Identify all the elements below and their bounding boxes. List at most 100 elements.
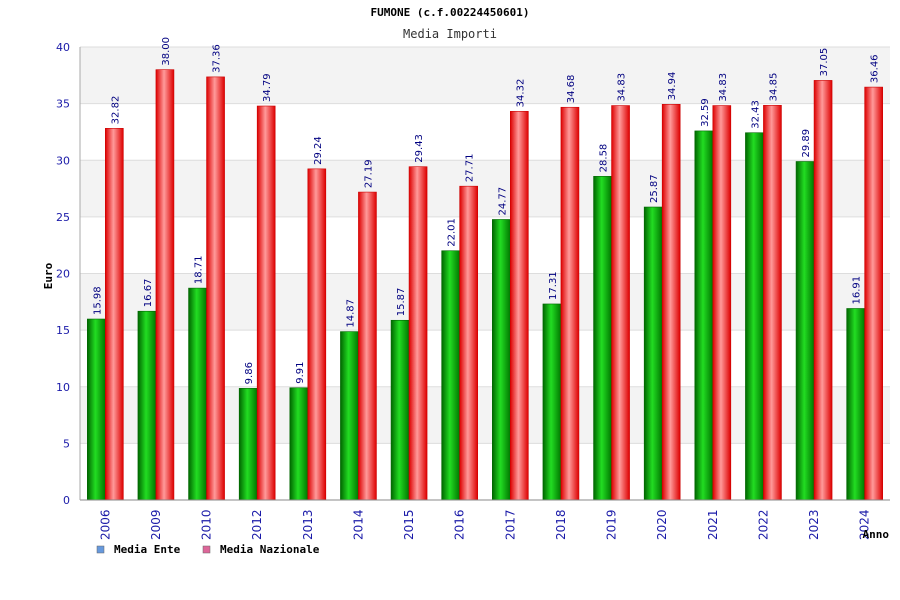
bar-media-nazionale bbox=[661, 104, 681, 501]
value-label: 34.85 bbox=[768, 73, 779, 102]
bar-media-ente bbox=[188, 287, 207, 501]
value-label: 16.67 bbox=[143, 279, 154, 308]
value-label: 14.87 bbox=[345, 299, 356, 328]
bar-media-ente bbox=[492, 219, 511, 501]
bar-media-ente bbox=[795, 161, 815, 501]
value-label: 15.98 bbox=[92, 286, 103, 315]
value-labels-group: 15.98 32.82 16.67 38.00 18.71 37.36 9.86 34.79 9… bbox=[92, 37, 880, 384]
value-label: 34.32 bbox=[515, 79, 526, 108]
y-tick-label: 0 bbox=[63, 494, 70, 507]
bar-media-ente bbox=[87, 318, 106, 501]
y-tick-label: 25 bbox=[56, 211, 70, 224]
x-tick-label: 2009 bbox=[149, 509, 163, 540]
bar-media-ente bbox=[441, 250, 460, 501]
bar-media-nazionale bbox=[408, 166, 428, 501]
value-label: 15.87 bbox=[396, 288, 407, 317]
value-label: 32.59 bbox=[700, 98, 711, 127]
bars-group bbox=[87, 69, 883, 501]
bar-media-nazionale bbox=[155, 69, 175, 501]
x-tick-label: 2018 bbox=[554, 509, 568, 540]
bar-media-nazionale bbox=[864, 86, 883, 501]
value-label: 32.43 bbox=[750, 100, 761, 129]
y-tick-label: 10 bbox=[56, 381, 70, 394]
bar-media-ente bbox=[593, 176, 612, 501]
bar-media-ente bbox=[542, 303, 562, 501]
value-label: 22.01 bbox=[447, 218, 458, 247]
value-label: 34.68 bbox=[566, 75, 577, 104]
legend-label-media-ente: Media Ente bbox=[114, 543, 181, 556]
bar-media-nazionale bbox=[459, 185, 478, 501]
y-axis-title: Euro bbox=[42, 262, 55, 289]
value-label: 9.86 bbox=[244, 362, 255, 384]
legend-swatch-media-ente bbox=[96, 545, 105, 554]
value-label: 25.87 bbox=[649, 174, 660, 203]
value-label: 18.71 bbox=[194, 255, 205, 284]
value-label: 29.43 bbox=[414, 134, 425, 163]
bar-media-ente bbox=[745, 132, 764, 501]
value-label: 34.94 bbox=[667, 72, 678, 101]
bar-media-nazionale bbox=[510, 111, 529, 501]
y-tick-label: 20 bbox=[56, 268, 70, 281]
bar-media-ente bbox=[846, 308, 865, 501]
bar-media-nazionale bbox=[560, 106, 580, 501]
x-tick-label: 2006 bbox=[98, 509, 112, 540]
value-label: 24.77 bbox=[497, 187, 508, 216]
value-label: 29.89 bbox=[801, 129, 812, 158]
value-label: 36.46 bbox=[870, 54, 881, 83]
y-tick-label: 40 bbox=[56, 41, 70, 54]
value-label: 37.05 bbox=[819, 48, 830, 77]
bar-media-ente bbox=[238, 388, 258, 501]
x-tick-label: 2022 bbox=[756, 509, 770, 540]
bar-media-nazionale bbox=[206, 76, 225, 501]
value-label: 34.83 bbox=[718, 73, 729, 102]
value-label: 37.36 bbox=[212, 44, 223, 73]
bar-media-nazionale bbox=[763, 105, 782, 501]
legend-label-media-nazionale: Media Nazionale bbox=[220, 543, 320, 556]
value-label: 38.00 bbox=[161, 37, 172, 66]
x-axis-title: Anno bbox=[863, 528, 890, 541]
value-label: 29.24 bbox=[313, 136, 324, 165]
bar-media-ente bbox=[390, 319, 410, 501]
value-label: 34.83 bbox=[617, 73, 628, 102]
bar-media-ente bbox=[694, 130, 714, 501]
bar-media-nazionale bbox=[712, 105, 732, 501]
bar-media-nazionale bbox=[611, 105, 630, 501]
y-axis-ticks: 0 5 10 15 20 25 30 35 40 bbox=[56, 41, 70, 507]
bar-media-nazionale bbox=[307, 168, 327, 501]
chart-title: FUMONE (c.f.00224450601) bbox=[371, 6, 530, 19]
x-tick-label: 2014 bbox=[351, 509, 365, 540]
x-tick-label: 2016 bbox=[453, 509, 467, 540]
x-tick-label: 2023 bbox=[807, 509, 821, 540]
value-label: 34.79 bbox=[262, 73, 273, 102]
chart-subtitle: Media Importi bbox=[403, 27, 497, 41]
bar-media-ente bbox=[137, 310, 157, 501]
value-label: 9.91 bbox=[295, 362, 306, 384]
value-label: 27.19 bbox=[363, 159, 374, 188]
bar-media-ente bbox=[340, 331, 359, 501]
legend-swatch-media-nazionale bbox=[202, 545, 211, 554]
value-label: 17.31 bbox=[548, 271, 559, 300]
x-tick-label: 2012 bbox=[250, 509, 264, 540]
bar-media-nazionale bbox=[813, 80, 833, 501]
x-tick-label: 2017 bbox=[503, 509, 517, 540]
x-tick-label: 2013 bbox=[301, 509, 315, 540]
x-tick-label: 2020 bbox=[655, 509, 669, 540]
bar-media-ente bbox=[289, 387, 309, 501]
value-label: 32.82 bbox=[110, 96, 121, 125]
x-tick-label: 2015 bbox=[402, 509, 416, 540]
bar-media-nazionale bbox=[256, 105, 276, 501]
x-tick-label: 2010 bbox=[200, 509, 214, 540]
value-label: 27.71 bbox=[465, 154, 476, 183]
bar-media-ente bbox=[643, 206, 663, 501]
x-tick-label: 2024 bbox=[858, 509, 872, 540]
y-tick-label: 30 bbox=[56, 154, 70, 167]
bar-media-nazionale bbox=[358, 191, 377, 501]
value-label: 28.58 bbox=[599, 144, 610, 173]
y-tick-label: 5 bbox=[63, 437, 70, 450]
y-tick-label: 35 bbox=[56, 98, 70, 111]
x-axis-ticks: 2006 2009 2010 2012 2013 2014 2015 2016 2017 2018… bbox=[98, 509, 871, 540]
legend: Media Ente Media Nazionale bbox=[96, 543, 320, 556]
value-label: 16.91 bbox=[852, 276, 863, 305]
x-tick-label: 2019 bbox=[605, 509, 619, 540]
